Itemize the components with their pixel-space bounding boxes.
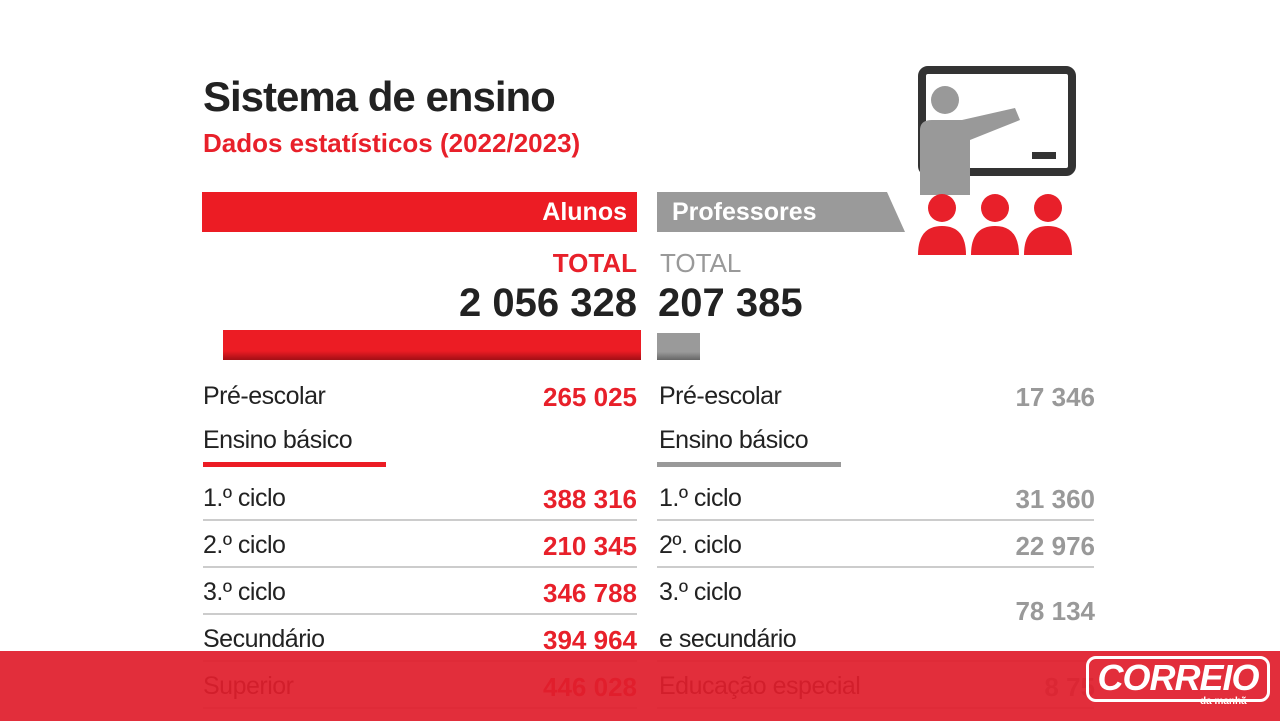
subtitle: Dados estatísticos (2022/2023) xyxy=(203,128,581,158)
row-label: Pré-escolar xyxy=(203,382,326,410)
row-label: Secundário xyxy=(203,625,325,653)
row-divider xyxy=(657,519,1094,521)
students-total: 2 056 328 xyxy=(459,281,637,325)
teachers-bar xyxy=(657,333,700,360)
section-underline xyxy=(657,462,841,467)
teachers-total-label: TOTAL xyxy=(660,248,742,278)
row-divider xyxy=(203,566,637,568)
row-label: 3.º ciclo xyxy=(659,578,742,606)
row-label: 2º. ciclo xyxy=(659,531,742,559)
row-value: 346 788 xyxy=(543,578,637,608)
row-value: 265 025 xyxy=(543,382,637,412)
row-divider xyxy=(203,519,637,521)
teachers-heading: Professores xyxy=(672,198,817,226)
section-label: Ensino básico xyxy=(203,426,353,454)
students-heading: Alunos xyxy=(542,198,627,226)
row-label: 3.º ciclo xyxy=(203,578,286,606)
row-value: 210 345 xyxy=(543,531,637,561)
title: Sistema de ensino xyxy=(203,73,556,120)
row-value: 394 964 xyxy=(543,625,637,655)
row-value: 388 316 xyxy=(543,484,637,514)
row-value: 78 134 xyxy=(1015,596,1095,626)
row-label: 2.º ciclo xyxy=(203,531,286,559)
students-total-label: TOTAL xyxy=(552,248,637,278)
section-label: Ensino básico xyxy=(659,426,809,454)
row-value: 31 360 xyxy=(1015,484,1095,514)
row-label: e secundário xyxy=(659,625,797,653)
row-value: 22 976 xyxy=(1015,531,1095,561)
row-divider xyxy=(203,613,637,615)
row-label: 1.º ciclo xyxy=(203,484,286,512)
row-label: Pré-escolar xyxy=(659,382,782,410)
logo-tagline: da manhã xyxy=(1200,696,1247,707)
row-label: 1.º ciclo xyxy=(659,484,742,512)
logo: CORREIO xyxy=(1097,657,1259,698)
teacher-icon xyxy=(918,66,1076,255)
students-bar xyxy=(223,330,641,360)
teachers-total: 207 385 xyxy=(658,281,803,325)
row-value: 17 346 xyxy=(1015,382,1095,412)
students-header-bar xyxy=(202,192,637,232)
row-divider xyxy=(657,566,1094,568)
teachers-header-bar xyxy=(657,192,905,232)
section-underline xyxy=(203,462,386,467)
footer-band xyxy=(0,651,1280,721)
